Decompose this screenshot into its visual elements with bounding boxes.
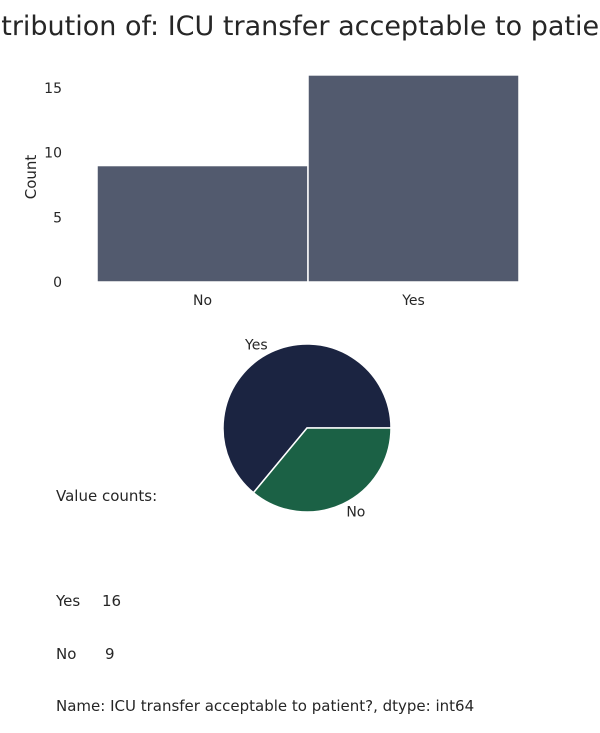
value-count-label: Yes bbox=[56, 592, 81, 610]
value-counts-spacer bbox=[56, 541, 474, 559]
y-tick-label: 15 bbox=[44, 81, 62, 97]
pie-slice-yes bbox=[222, 343, 392, 494]
x-tick-label: No bbox=[193, 293, 212, 309]
x-tick-label: Yes bbox=[401, 293, 425, 309]
value-counts-block: Value counts: Yes 16 No 9 Name: ICU transf… bbox=[56, 453, 474, 733]
bar-yes bbox=[307, 74, 520, 283]
pie-label: Yes bbox=[244, 337, 268, 353]
pie-slice-no bbox=[252, 427, 392, 513]
chart-title: Distribution of: ICU transfer acceptable… bbox=[0, 11, 600, 42]
value-counts-header: Value counts: bbox=[56, 487, 158, 505]
bar-no bbox=[96, 164, 309, 283]
value-count-label: No bbox=[56, 644, 77, 663]
x-axis-ticks: No Yes bbox=[193, 293, 425, 309]
value-counts-row-yes: Yes 16 bbox=[56, 592, 474, 611]
bar-series bbox=[96, 74, 520, 283]
value-count-number: 16 bbox=[102, 592, 122, 610]
chart-canvas: Distribution of: ICU transfer acceptable… bbox=[0, 11, 600, 521]
y-axis-label: Count bbox=[22, 155, 40, 200]
y-tick-label: 10 bbox=[44, 146, 62, 162]
y-axis-ticks: 0 5 10 15 bbox=[44, 81, 62, 291]
pie-chart: Yes No bbox=[222, 337, 392, 521]
value-counts-footer: Name: ICU transfer acceptable to patient… bbox=[56, 697, 475, 715]
pie-label: No bbox=[346, 505, 365, 521]
value-count-number: 9 bbox=[105, 644, 115, 663]
y-tick-label: 5 bbox=[53, 210, 62, 226]
value-counts-row-no: No 9 bbox=[56, 644, 474, 664]
y-tick-label: 0 bbox=[53, 275, 62, 291]
